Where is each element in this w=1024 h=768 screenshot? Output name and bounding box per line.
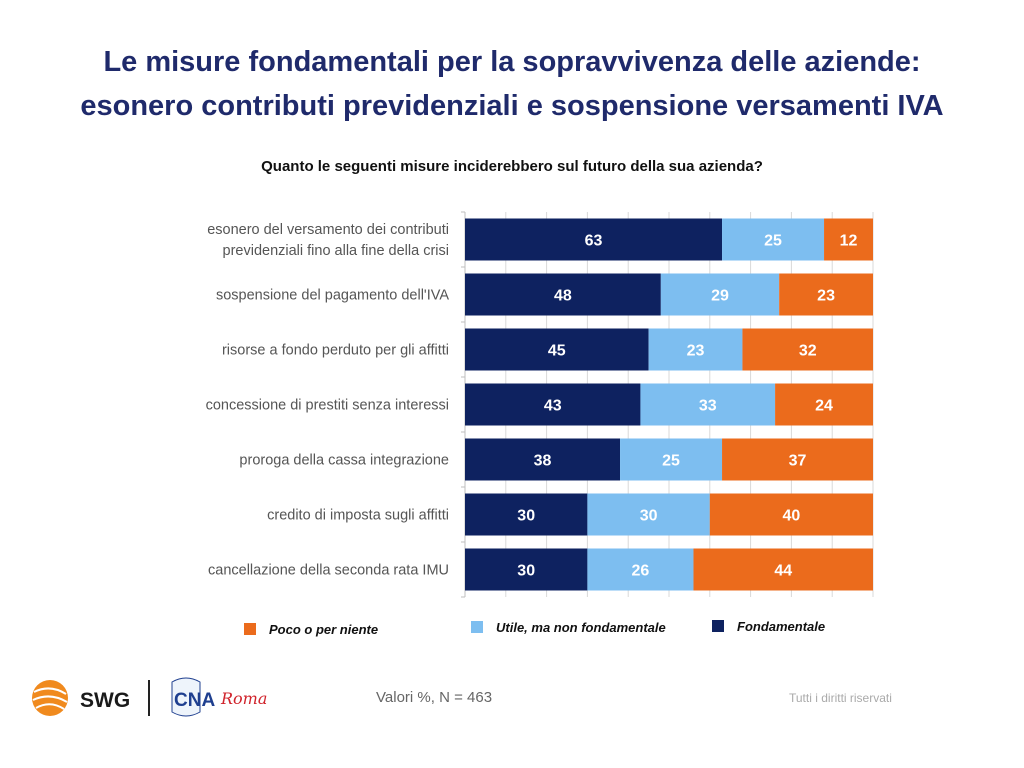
bar-segment	[587, 548, 694, 591]
legend-swatch	[712, 620, 724, 632]
data-label: 26	[632, 563, 650, 580]
data-label: 45	[548, 343, 566, 360]
data-label: 25	[662, 453, 680, 470]
data-label: 30	[517, 563, 535, 580]
data-label: 43	[544, 398, 562, 415]
legend-swatch	[471, 621, 483, 633]
cna-logo-text: CNA	[174, 690, 215, 711]
category-label: esonero del versamento dei contributi pre…	[207, 222, 449, 259]
roma-logo-text: Roma	[221, 689, 268, 708]
rights-reserved: Tutti i diritti riservati	[789, 691, 892, 705]
swg-logo-text: SWG	[80, 689, 131, 712]
data-label: 12	[840, 233, 858, 250]
cna-logo-icon: CNA	[171, 677, 215, 717]
bar-segment	[824, 218, 873, 261]
bar-segment	[465, 548, 588, 591]
swg-logo-icon	[32, 680, 68, 716]
data-label: 30	[517, 508, 535, 525]
bar-segment	[465, 328, 649, 371]
data-label: 23	[817, 288, 835, 305]
bar-segment	[693, 548, 873, 591]
data-label: 23	[687, 343, 705, 360]
data-label: 30	[640, 508, 658, 525]
title-line-1: Le misure fondamentali per la sopravvive…	[103, 46, 921, 78]
bar-segment	[620, 438, 723, 481]
logo-divider	[148, 680, 150, 716]
bar-segment	[775, 383, 873, 426]
chart-question: Quanto le seguenti misure inciderebbero …	[261, 158, 763, 175]
data-label: 29	[711, 288, 729, 305]
data-label: 33	[699, 398, 717, 415]
bar-segment	[640, 383, 776, 426]
category-label: sospensione del pagamento dell'IVA	[216, 288, 449, 304]
category-label: risorse a fondo perduto per gli affitti	[222, 343, 449, 359]
bar-segment	[465, 273, 661, 316]
data-label: 63	[585, 233, 603, 250]
bar-segment	[722, 438, 873, 481]
data-label: 24	[815, 398, 833, 415]
bar-segment	[465, 438, 621, 481]
bar-segment	[779, 273, 873, 316]
title-line-2: esonero contributi previdenziali e sospe…	[80, 90, 944, 122]
bar-segment	[660, 273, 780, 316]
data-label: 48	[554, 288, 572, 305]
data-label: 25	[764, 233, 782, 250]
legend-label: Utile, ma non fondamentale	[496, 620, 666, 635]
category-label: concessione di prestiti senza interessi	[206, 398, 449, 414]
legend-label: Fondamentale	[737, 619, 825, 634]
bar-segment	[587, 493, 710, 536]
bar-segment	[648, 328, 743, 371]
bar-segment	[709, 493, 873, 536]
sample-note: Valori %, N = 463	[376, 689, 493, 706]
bar-segment	[465, 218, 723, 261]
bar-segment	[465, 383, 641, 426]
data-label: 38	[534, 453, 552, 470]
data-label: 32	[799, 343, 817, 360]
bar-segment	[742, 328, 873, 371]
category-label: credito di imposta sugli affitti	[267, 508, 449, 524]
data-label: 40	[783, 508, 801, 525]
category-label: cancellazione della seconda rata IMU	[208, 563, 449, 579]
legend-label: Poco o per niente	[269, 622, 378, 637]
data-label: 37	[789, 453, 807, 470]
bar-segment	[722, 218, 825, 261]
category-label: proroga della cassa integrazione	[239, 453, 449, 469]
bar-segment	[465, 493, 588, 536]
legend-swatch	[244, 623, 256, 635]
page-title: Le misure fondamentali per la sopravvive…	[0, 40, 1024, 128]
data-label: 44	[774, 563, 792, 580]
